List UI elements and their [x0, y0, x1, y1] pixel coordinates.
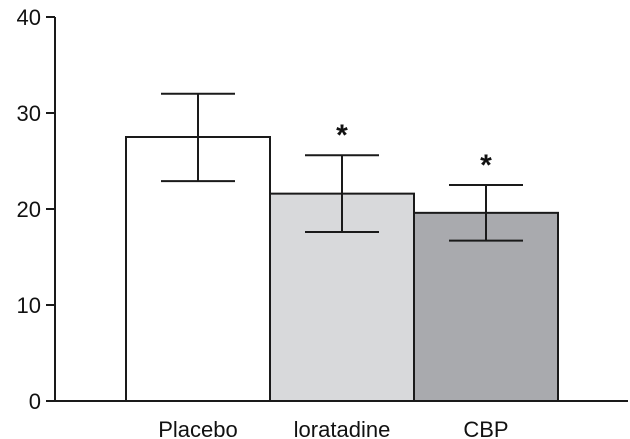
error-bars-group	[161, 92, 523, 242]
category-label-2: CBP	[463, 417, 508, 439]
y-axis: 0 10 20 30 40	[17, 5, 56, 414]
significance-group: **	[336, 119, 492, 182]
y-tick-label-4: 40	[17, 5, 41, 30]
category-label-0: Placebo	[158, 417, 238, 439]
x-axis: Placebo loratadine CBP	[55, 400, 628, 439]
y-tick-label-2: 20	[17, 197, 41, 222]
y-tick-label-0: 0	[29, 389, 41, 414]
y-tick-label-1: 10	[17, 293, 41, 318]
category-label-1: loratadine	[294, 417, 391, 439]
significance-marker-2: *	[480, 149, 492, 182]
significance-marker-1: *	[336, 119, 348, 152]
y-tick-label-3: 30	[17, 101, 41, 126]
